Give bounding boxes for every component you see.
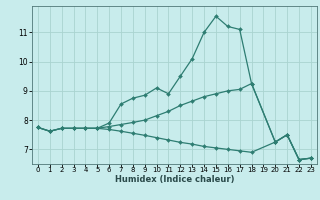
X-axis label: Humidex (Indice chaleur): Humidex (Indice chaleur) bbox=[115, 175, 234, 184]
